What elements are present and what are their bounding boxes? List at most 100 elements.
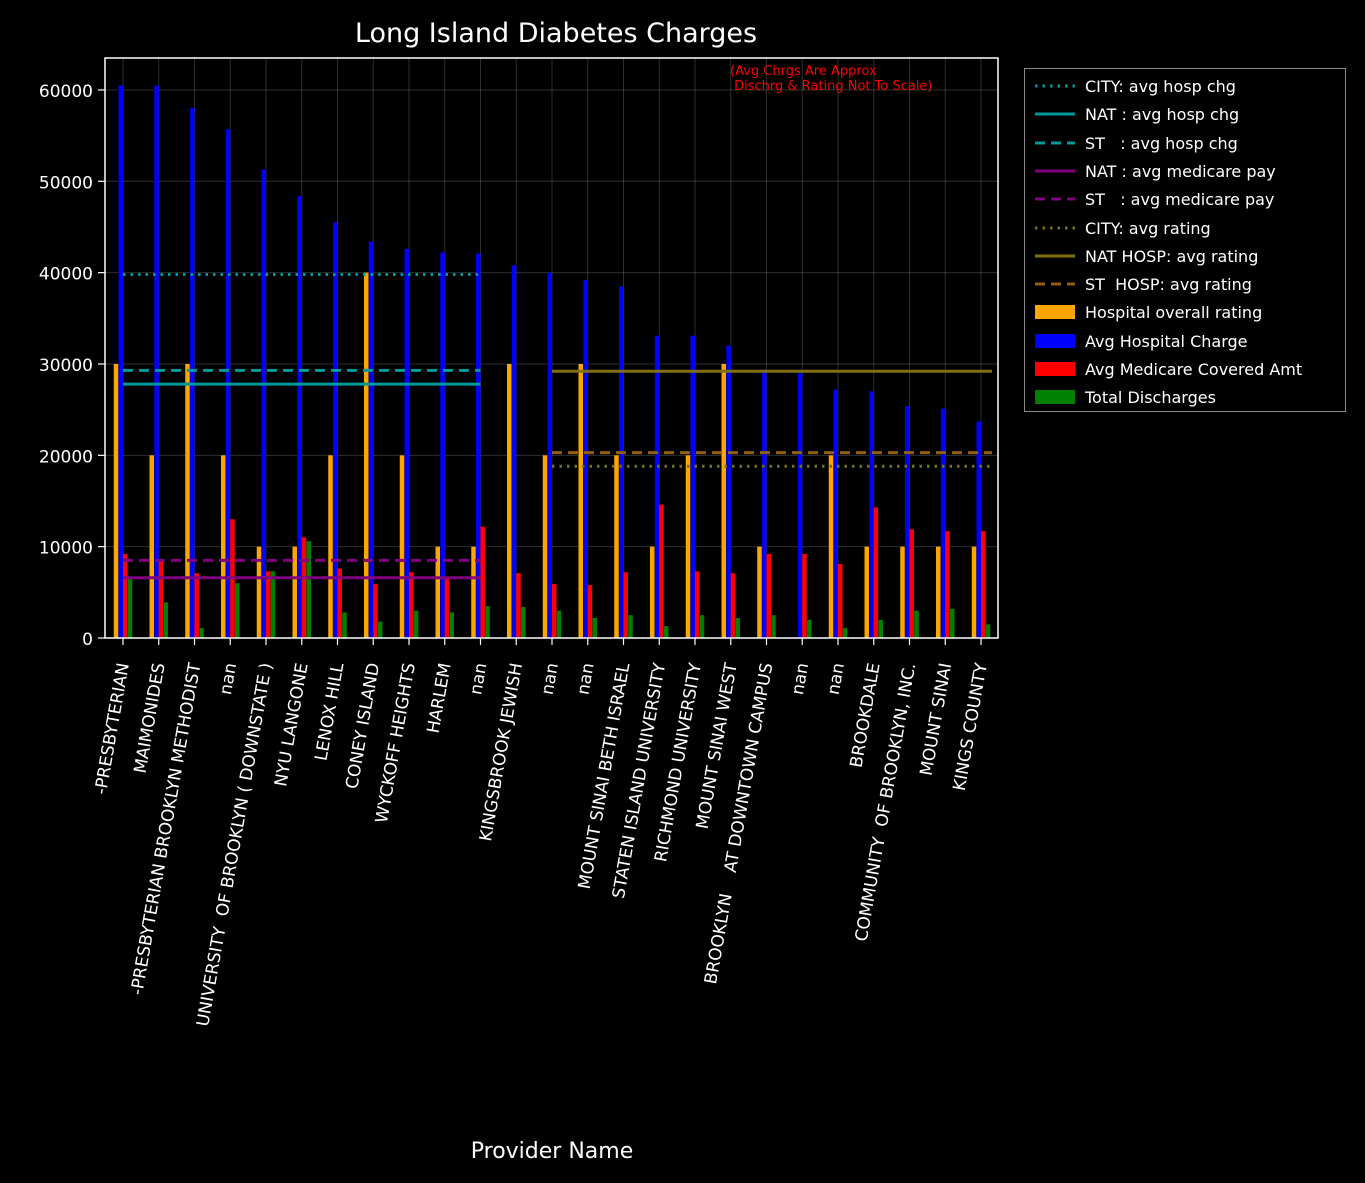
- bar-avg-hospital-charge: [940, 408, 946, 638]
- bar-hospital-overall-rating: [185, 363, 190, 638]
- bar-avg-medicare-covered-amt: [623, 572, 628, 638]
- legend-label: NAT : avg medicare pay: [1085, 161, 1276, 181]
- legend-label: Avg Hospital Charge: [1085, 331, 1248, 351]
- bar-avg-medicare-covered-amt: [194, 573, 199, 638]
- bar-avg-hospital-charge: [118, 85, 124, 639]
- bar-total-discharges: [306, 541, 311, 638]
- bar-total-discharges: [163, 602, 168, 638]
- bar-avg-hospital-charge: [190, 108, 195, 639]
- bar-hospital-overall-rating: [221, 455, 226, 638]
- x-tick-label: BROOKDALE: [847, 661, 885, 769]
- bar-avg-hospital-charge: [547, 272, 553, 638]
- legend-label: Total Discharges: [1085, 388, 1216, 408]
- bar-avg-medicare-covered-amt: [444, 576, 450, 638]
- bar-avg-medicare-covered-amt: [158, 561, 164, 638]
- x-tick-label: MOUNT SINAI: [917, 661, 957, 777]
- bar-total-discharges: [807, 619, 812, 638]
- bar-avg-hospital-charge: [261, 169, 267, 638]
- bar-hospital-overall-rating: [399, 455, 405, 638]
- chart-annotation: (Avg Chrgs Are Approx Dischrg & Rating N…: [730, 64, 933, 94]
- bar-avg-medicare-covered-amt: [730, 573, 736, 638]
- legend-label: CITY: avg hosp chg: [1085, 77, 1236, 96]
- y-tick-label: 30000: [39, 356, 93, 376]
- bar-avg-hospital-charge: [869, 391, 874, 638]
- bar-avg-hospital-charge: [511, 265, 517, 638]
- x-tick-label: nan: [216, 661, 241, 696]
- bar-avg-medicare-covered-amt: [122, 553, 128, 638]
- bar-avg-hospital-charge: [905, 406, 910, 638]
- legend-label: NAT HOSP: avg rating: [1085, 246, 1259, 266]
- bar-total-discharges: [950, 608, 955, 638]
- legend-label: ST : avg hosp chg: [1085, 133, 1238, 153]
- bar-total-discharges: [985, 624, 991, 638]
- bar-avg-medicare-covered-amt: [551, 584, 557, 638]
- bar-avg-medicare-covered-amt: [337, 568, 342, 638]
- x-tick-label: KINGS COUNTY: [950, 661, 992, 793]
- x-tick-label: MAIMONIDES: [131, 661, 170, 774]
- bar-avg-hospital-charge: [976, 421, 982, 638]
- legend-color-swatch: [1035, 390, 1075, 405]
- y-tick-label: 60000: [39, 82, 93, 102]
- y-tick-label: 20000: [39, 447, 93, 467]
- legend-line-swatch: [1035, 141, 1075, 145]
- bar-avg-medicare-covered-amt: [694, 571, 700, 638]
- bar-avg-medicare-covered-amt: [837, 564, 843, 638]
- x-tick-label: nan: [466, 661, 491, 696]
- legend-entry: ST : avg hosp chg: [1025, 128, 1345, 156]
- bar-avg-hospital-charge: [154, 85, 159, 639]
- legend-label: ST HOSP: avg rating: [1085, 275, 1252, 295]
- x-tick-label: nan: [573, 661, 598, 696]
- bar-total-discharges: [342, 612, 347, 638]
- y-tick-label: 50000: [39, 173, 93, 193]
- bar-avg-medicare-covered-amt: [980, 531, 986, 638]
- bar-total-discharges: [413, 610, 419, 638]
- bar-total-discharges: [664, 626, 669, 638]
- bar-avg-hospital-charge: [762, 369, 767, 638]
- legend-line-swatch: [1035, 197, 1075, 201]
- bar-total-discharges: [199, 627, 204, 638]
- bar-avg-hospital-charge: [690, 335, 696, 638]
- bar-hospital-overall-rating: [328, 455, 333, 638]
- bar-avg-hospital-charge: [368, 241, 374, 638]
- x-tick-label: CONEY ISLAND: [342, 661, 384, 790]
- bar-avg-medicare-covered-amt: [659, 504, 664, 638]
- legend-label: ST : avg medicare pay: [1085, 190, 1275, 210]
- bar-avg-medicare-covered-amt: [480, 526, 485, 638]
- bar-hospital-overall-rating: [364, 272, 369, 638]
- x-tick-label: nan: [788, 661, 813, 696]
- bar-hospital-overall-rating: [542, 455, 548, 638]
- bar-avg-hospital-charge: [440, 252, 445, 638]
- bar-total-discharges: [485, 606, 490, 638]
- legend-line-swatch: [1035, 226, 1075, 229]
- bar-avg-medicare-covered-amt: [587, 585, 593, 638]
- bar-avg-medicare-covered-amt: [909, 529, 914, 638]
- bar-avg-medicare-covered-amt: [873, 507, 879, 638]
- x-tick-label: HARLEM: [424, 661, 456, 735]
- bar-avg-medicare-covered-amt: [373, 584, 378, 638]
- bar-hospital-overall-rating: [507, 363, 512, 638]
- bar-total-discharges: [592, 617, 597, 638]
- bar-avg-medicare-covered-amt: [301, 537, 307, 638]
- bar-hospital-overall-rating: [614, 455, 619, 638]
- bar-total-discharges: [270, 571, 276, 638]
- bar-total-discharges: [235, 583, 240, 638]
- bar-avg-hospital-charge: [726, 345, 731, 638]
- bar-avg-hospital-charge: [654, 335, 660, 638]
- y-tick-label: 10000: [39, 539, 93, 559]
- bar-avg-medicare-covered-amt: [802, 553, 807, 638]
- x-tick-label: -PRESBYTERIAN BROOKLYN METHODIST: [127, 661, 205, 997]
- bar-hospital-overall-rating: [828, 455, 834, 638]
- legend-label: Avg Medicare Covered Amt: [1085, 360, 1303, 379]
- bar-hospital-overall-rating: [685, 455, 691, 638]
- legend-entry: NAT HOSP: avg rating: [1025, 241, 1345, 269]
- bar-avg-medicare-covered-amt: [516, 573, 521, 638]
- x-tick-label: LENOX HILL: [312, 661, 349, 763]
- x-tick-label: nan: [538, 661, 563, 696]
- bar-avg-medicare-covered-amt: [766, 553, 771, 638]
- bar-hospital-overall-rating: [149, 455, 154, 638]
- x-tick-label: nan: [824, 661, 849, 696]
- bar-avg-hospital-charge: [619, 286, 624, 638]
- bar-hospital-overall-rating: [864, 546, 869, 638]
- bar-total-discharges: [735, 617, 740, 638]
